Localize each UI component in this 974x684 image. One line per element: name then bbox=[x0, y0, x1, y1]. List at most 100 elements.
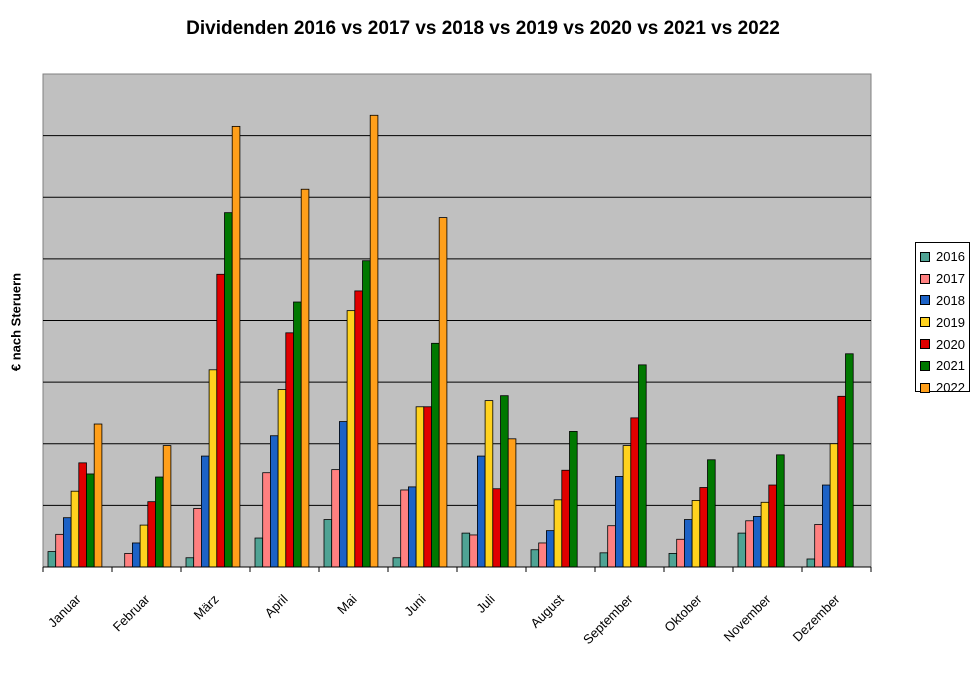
bar-2021-Oktober bbox=[707, 459, 716, 568]
bar-2017-Mai bbox=[331, 469, 340, 568]
bar-2020-Februar bbox=[147, 501, 156, 568]
bar-2017-Oktober bbox=[676, 538, 685, 568]
bar-2017-Februar bbox=[124, 553, 133, 568]
bar-2022-Juli bbox=[507, 438, 517, 568]
bar-2021-Juli bbox=[500, 395, 509, 568]
legend-label: 2022 bbox=[936, 380, 965, 396]
gridlines bbox=[43, 135, 871, 506]
bar-2018-April bbox=[269, 435, 279, 568]
bar-2019-Oktober bbox=[691, 500, 701, 568]
bar-2019-Februar bbox=[139, 524, 149, 568]
bar-2021-März bbox=[224, 212, 233, 568]
bar-2017-März bbox=[193, 508, 202, 568]
legend: 2016 2017 2018 2019 2020 2021 2022 bbox=[915, 242, 970, 395]
bar-2016-August bbox=[530, 549, 540, 568]
x-axis bbox=[42, 566, 872, 572]
x-tick-label: Oktober bbox=[661, 591, 705, 635]
bar-2021-September bbox=[638, 364, 647, 568]
bar-2019-April bbox=[277, 389, 287, 568]
legend-label: 2021 bbox=[936, 358, 965, 374]
bar-2018-September bbox=[615, 476, 624, 568]
x-tick-label: Dezember bbox=[790, 591, 843, 644]
bar-2022-Mai bbox=[369, 114, 379, 568]
legend-label: 2018 bbox=[936, 292, 965, 308]
bar-2019-August bbox=[553, 499, 563, 568]
bar-2017-Juni bbox=[400, 489, 409, 568]
bar-2020-Dezember bbox=[837, 395, 846, 568]
bar-2021-Dezember bbox=[845, 353, 854, 568]
legend-swatch bbox=[920, 251, 930, 262]
bar-2016-März bbox=[185, 557, 195, 568]
bar-2021-Januar bbox=[86, 473, 95, 568]
bar-2018-Mai bbox=[338, 421, 348, 568]
legend-swatch bbox=[920, 339, 930, 350]
bar-2017-Januar bbox=[55, 533, 64, 568]
bar-2021-Juni bbox=[431, 342, 440, 568]
bar-2018-März bbox=[200, 455, 210, 568]
legend-item-2017: 2017 bbox=[920, 268, 969, 290]
legend-label: 2017 bbox=[936, 271, 965, 287]
bar-2017-November bbox=[745, 520, 754, 568]
bar-2020-Januar bbox=[78, 462, 87, 568]
legend-swatch bbox=[920, 360, 930, 371]
legend-label: 2019 bbox=[936, 314, 965, 330]
bar-2019-November bbox=[760, 501, 770, 568]
bar-2016-Oktober bbox=[668, 553, 678, 568]
bar-2022-März bbox=[231, 125, 241, 568]
legend-item-2018: 2018 bbox=[920, 290, 969, 312]
bar-2020-März bbox=[216, 273, 225, 568]
legend-item-2020: 2020 bbox=[920, 333, 969, 355]
x-tick-label: Juni bbox=[401, 591, 429, 619]
bar-2017-September bbox=[607, 525, 616, 568]
bar-2016-April bbox=[254, 537, 264, 568]
bar-2016-Juli bbox=[461, 532, 471, 568]
bar-2017-Juli bbox=[469, 534, 478, 568]
x-tick-label: März bbox=[191, 592, 222, 623]
legend-swatch bbox=[920, 273, 930, 284]
bar-2020-August bbox=[561, 469, 570, 568]
bar-2021-April bbox=[293, 301, 302, 568]
bar-2016-September bbox=[599, 552, 609, 568]
bar-2018-Februar bbox=[131, 542, 141, 568]
bar-2020-Mai bbox=[354, 290, 363, 568]
bar-2020-April bbox=[285, 332, 294, 568]
legend-swatch bbox=[920, 295, 930, 306]
x-tick-label: Januar bbox=[45, 591, 84, 630]
bar-2019-Juni bbox=[415, 406, 425, 568]
bar-2018-August bbox=[546, 530, 555, 568]
x-tick-labels: Januar Februar März April Mai Juni Juli August S… bbox=[45, 591, 843, 647]
bar-2016-Januar bbox=[47, 551, 57, 568]
bar-2020-September bbox=[630, 417, 639, 568]
x-tick-label: Mai bbox=[334, 591, 359, 616]
bar-2022-Juni bbox=[438, 217, 448, 568]
x-tick-label: November bbox=[721, 591, 774, 644]
legend-swatch bbox=[920, 382, 930, 393]
bar-2020-November bbox=[768, 484, 777, 568]
bar-2019-Dezember bbox=[829, 443, 839, 568]
bar-2018-Dezember bbox=[822, 484, 831, 568]
bar-2021-August bbox=[569, 431, 578, 568]
bar-2016-Dezember bbox=[806, 558, 816, 568]
bar-2016-Mai bbox=[323, 519, 333, 568]
bar-2022-Februar bbox=[162, 445, 172, 568]
legend-label: 2016 bbox=[936, 249, 965, 265]
bar-2020-Oktober bbox=[699, 487, 708, 568]
bar-2017-August bbox=[538, 542, 547, 568]
legend-item-2021: 2021 bbox=[920, 355, 969, 377]
bar-2022-April bbox=[300, 188, 310, 568]
legend-swatch bbox=[920, 317, 930, 328]
bar-2017-Dezember bbox=[814, 524, 823, 568]
bar-2017-April bbox=[262, 472, 271, 568]
bar-2018-November bbox=[753, 516, 762, 568]
legend-item-2022: 2022 bbox=[920, 377, 969, 399]
chart-title: Dividenden 2016 vs 2017 vs 2018 vs 2019 … bbox=[186, 18, 780, 39]
bar-2016-November bbox=[737, 532, 747, 568]
bar-2019-März bbox=[208, 369, 218, 568]
bar-2021-Mai bbox=[362, 260, 371, 568]
bar-2020-Juli bbox=[492, 488, 501, 568]
x-tick-label: September bbox=[580, 591, 636, 647]
bar-2019-Mai bbox=[346, 310, 356, 568]
bar-2019-September bbox=[622, 445, 632, 568]
legend-item-2019: 2019 bbox=[920, 311, 969, 333]
